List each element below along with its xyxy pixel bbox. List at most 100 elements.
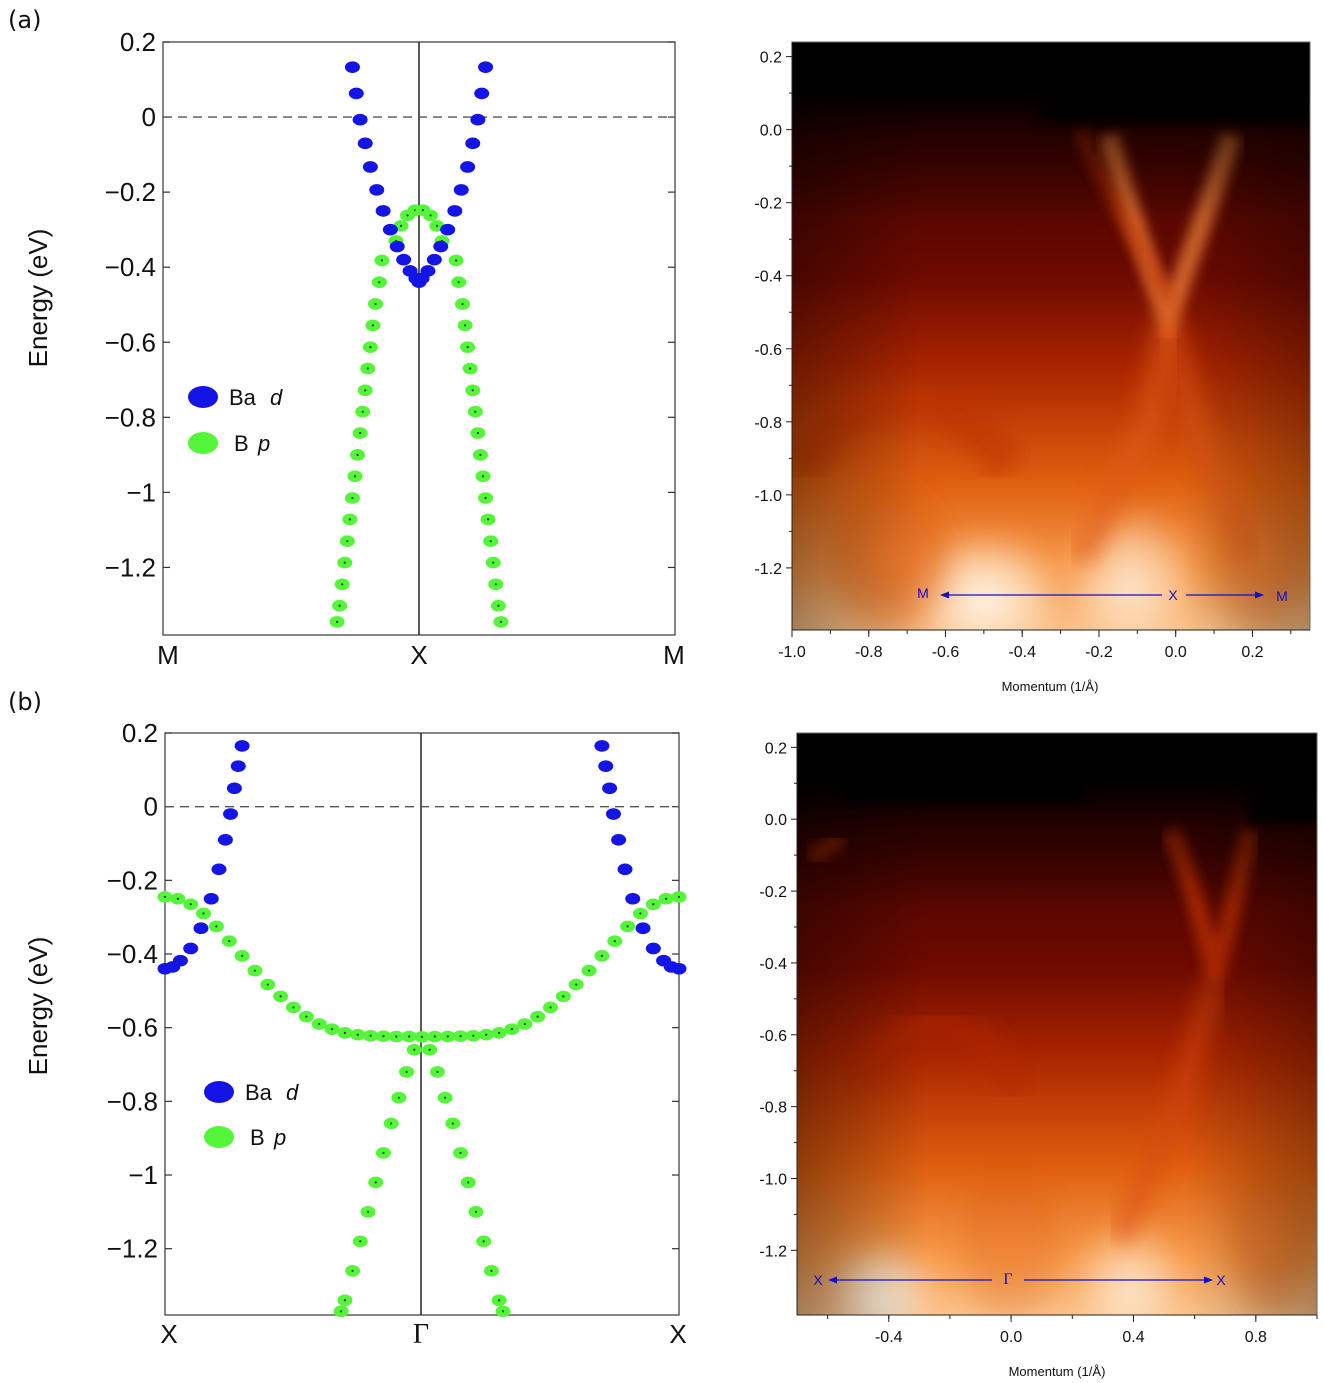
ba-d-point bbox=[217, 834, 233, 846]
b-p-point-core bbox=[459, 1151, 462, 1155]
b-p-point-core bbox=[469, 367, 472, 370]
ba-d-point bbox=[352, 113, 368, 126]
b-p-point-core bbox=[279, 995, 282, 998]
legend: Ba d B p bbox=[188, 385, 283, 456]
x-tick-label: 0.2 bbox=[1241, 644, 1263, 661]
plot-frame bbox=[164, 732, 680, 1316]
b-p-point-core bbox=[433, 1035, 436, 1038]
legend-marker-b-p bbox=[204, 1126, 234, 1148]
b-p-point-core bbox=[482, 1240, 485, 1243]
x-tick-label: M bbox=[157, 640, 179, 670]
b-p-point-core bbox=[472, 1034, 475, 1037]
b-p-point-core bbox=[471, 389, 474, 392]
ba-d-point bbox=[635, 922, 651, 935]
b-p-point-core bbox=[498, 1299, 501, 1302]
ba-d-point bbox=[375, 205, 391, 217]
b-p-point-core bbox=[408, 1035, 411, 1038]
b-p-point-core bbox=[523, 1022, 526, 1026]
b-p-point-core bbox=[374, 302, 377, 306]
ba-d-point bbox=[426, 253, 442, 266]
b-p-point-core bbox=[476, 431, 479, 435]
y-tick-label: 0 bbox=[144, 792, 158, 822]
x-tick-label: -1.0 bbox=[778, 644, 806, 661]
b-p-point-core bbox=[390, 1122, 393, 1125]
arpes-map-b: 0.20.0-0.2-0.4-0.6-0.8-1.0-1.2 -0.4 0.0 0.… bbox=[759, 732, 1318, 1379]
x-tick-label: X bbox=[410, 640, 427, 670]
b-p-point-core bbox=[382, 1151, 385, 1155]
b-p-point-core bbox=[395, 1035, 398, 1038]
ba-d-point bbox=[226, 782, 242, 795]
b-p-point-core bbox=[575, 983, 578, 986]
ba-d-point bbox=[478, 61, 494, 73]
y-tick-label: −1.2 bbox=[107, 1234, 158, 1264]
b-p-point-core bbox=[335, 620, 339, 623]
ba-d-point bbox=[183, 942, 199, 955]
b-p-point-core bbox=[366, 1210, 370, 1213]
legend-label-d: d bbox=[270, 385, 283, 410]
legend-label-ba: Ba bbox=[229, 385, 257, 410]
y-tick-label: −0.8 bbox=[105, 402, 156, 432]
y-tick-label: −1 bbox=[128, 1160, 158, 1190]
ba-d-point bbox=[617, 863, 633, 876]
ba-d-point bbox=[223, 808, 239, 820]
b-p-point-core bbox=[253, 969, 257, 972]
x-axis-label: Momentum (1/Å) bbox=[1002, 679, 1099, 694]
arrow-head bbox=[828, 1276, 837, 1284]
b-p-point-core bbox=[484, 496, 487, 500]
calc-plot-b: 0.2 0 −0.2 −0.4 −0.6 −0.8 −1 −1.2 X Γ X Energy … bbox=[23, 718, 687, 1350]
y-tick-label: −0.6 bbox=[105, 327, 156, 357]
ba-d-point bbox=[211, 863, 227, 876]
b-p-point-core bbox=[451, 1122, 454, 1125]
ba-d-point bbox=[453, 184, 469, 196]
heatmap-image bbox=[797, 733, 1317, 1315]
ba-d-point bbox=[362, 161, 378, 173]
b-p-point-core bbox=[562, 995, 565, 998]
legend-marker-b-p bbox=[188, 432, 218, 454]
b-p-point-core bbox=[405, 1070, 408, 1073]
b-p-point-core bbox=[436, 1070, 439, 1073]
y-tick-label: -0.8 bbox=[759, 1100, 787, 1117]
legend-label-d: d bbox=[286, 1080, 299, 1105]
x-tick-label: -0.4 bbox=[1008, 644, 1036, 661]
b-p-point-core bbox=[490, 1269, 493, 1272]
b-p-point-core bbox=[351, 1269, 354, 1272]
ba-d-point bbox=[625, 892, 641, 905]
y-tick-label: -0.4 bbox=[759, 956, 787, 973]
x-tick-label: -0.6 bbox=[932, 644, 960, 661]
b-p-point-core bbox=[346, 540, 349, 543]
b-p-point-core bbox=[435, 224, 439, 228]
b-p-point-core bbox=[369, 1034, 372, 1037]
ba-d-point bbox=[203, 892, 219, 905]
y-tick-label: -0.8 bbox=[754, 415, 782, 432]
annotation-label: X bbox=[813, 1272, 823, 1288]
x-tick-label: 0.4 bbox=[1122, 1329, 1144, 1346]
arrow-head bbox=[1204, 1276, 1213, 1284]
b-p-point-core bbox=[341, 583, 344, 586]
ba-d-point bbox=[460, 161, 476, 173]
b-p-point-core bbox=[474, 410, 477, 413]
x-tick-label: -0.4 bbox=[875, 1329, 903, 1346]
ba-d-point bbox=[611, 834, 627, 846]
y-tick-label: −0.2 bbox=[107, 865, 158, 895]
b-p-point-core bbox=[330, 1028, 334, 1031]
ba-d-point bbox=[440, 223, 456, 236]
b-p-point-core bbox=[461, 302, 464, 306]
y-tick-label: −1.2 bbox=[105, 552, 156, 582]
legend-marker-ba-d bbox=[204, 1081, 234, 1103]
y-tick-label: -1.0 bbox=[759, 1171, 787, 1188]
b-p-point-core bbox=[485, 1033, 488, 1036]
b-p-point-core bbox=[665, 897, 668, 900]
b-p-point-core bbox=[176, 897, 179, 900]
b-p-point-core bbox=[371, 324, 375, 327]
b-p-point-core bbox=[366, 367, 369, 370]
y-ticks bbox=[791, 746, 797, 1251]
ba-d-point bbox=[602, 782, 618, 795]
annotation-label: M bbox=[1276, 588, 1288, 604]
b-p-point-core bbox=[677, 895, 681, 899]
y-tick-label: -0.6 bbox=[759, 1028, 787, 1045]
b-p-point-core bbox=[406, 214, 409, 217]
b-p-point-core bbox=[420, 1035, 424, 1038]
y-axis-label: Energy (eV) bbox=[23, 229, 53, 368]
ba-d-point bbox=[382, 223, 398, 236]
ba-d-point bbox=[172, 954, 188, 967]
